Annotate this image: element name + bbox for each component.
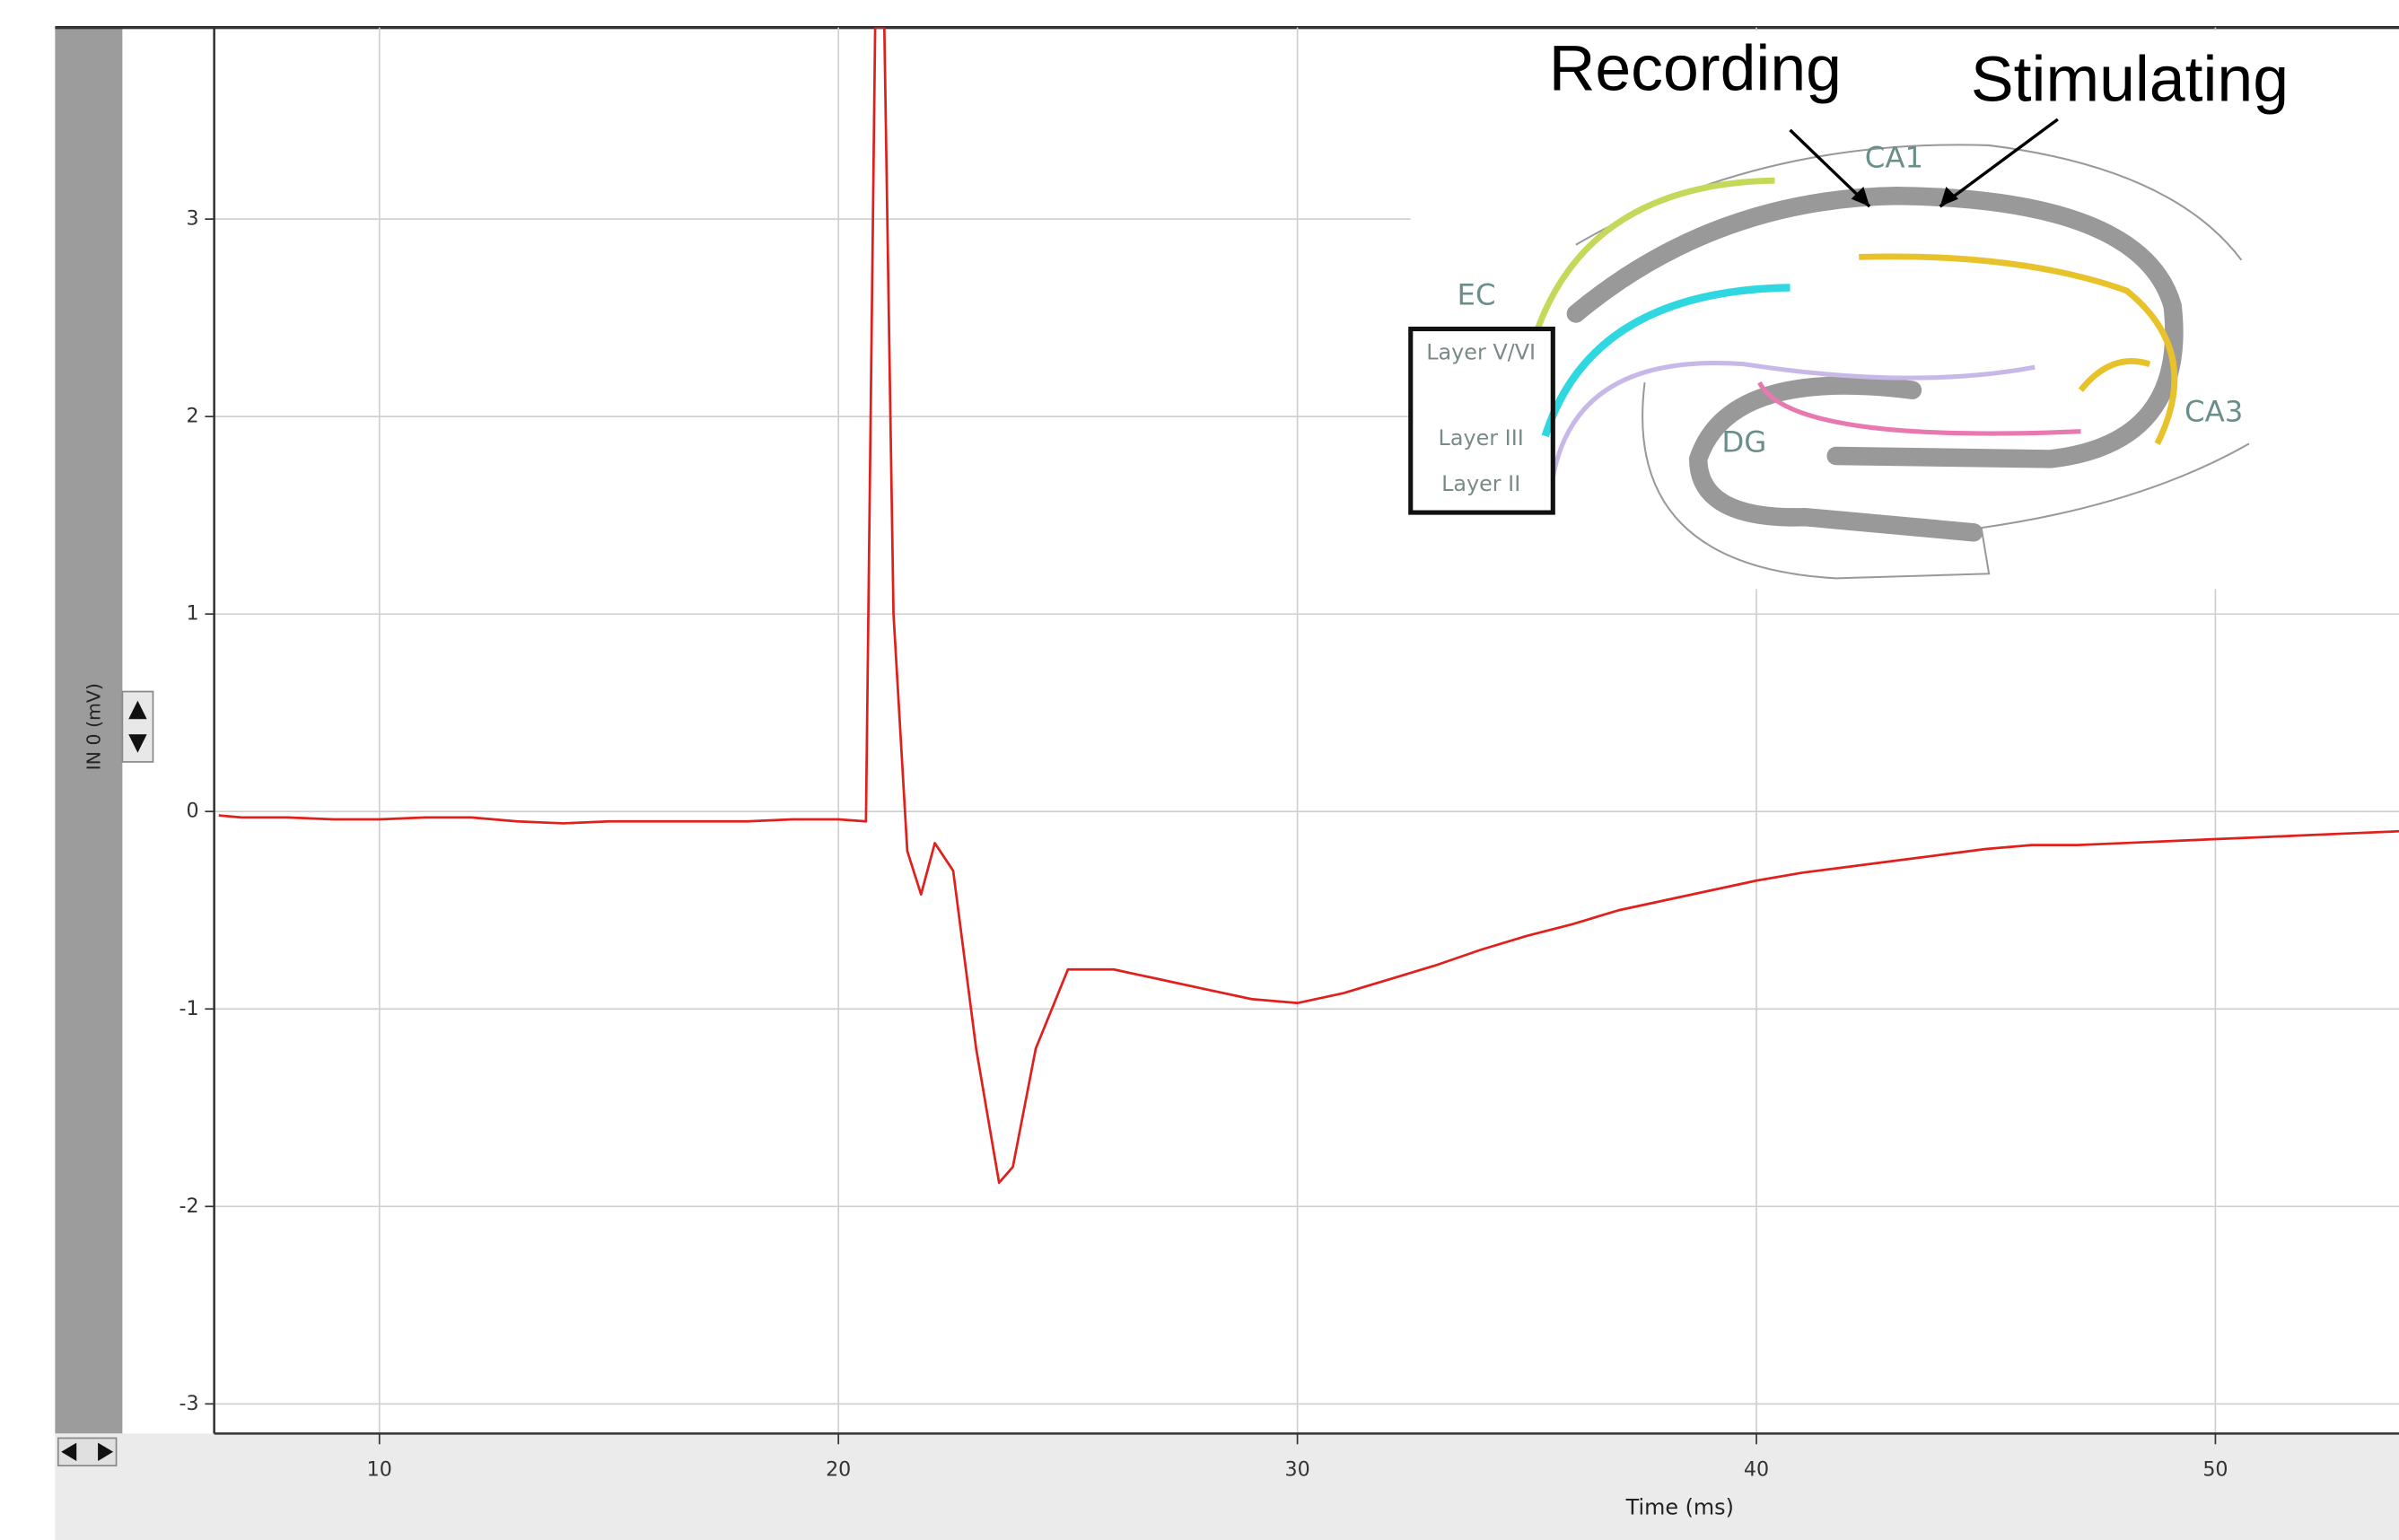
ec-box	[1408, 326, 1555, 515]
inset-diagram: Recording Stimulating CA1 EC Layer V/VI …	[1408, 31, 2399, 590]
dg-label: DG	[1721, 424, 1766, 459]
ca-layer	[1566, 186, 2184, 468]
pathway	[1541, 284, 1790, 438]
layer-label: Layer III	[1439, 425, 1524, 451]
x-tick-label: 20	[826, 1458, 851, 1482]
x-tick-label: 50	[2202, 1458, 2228, 1482]
x-tick-label: 30	[1285, 1458, 1310, 1482]
scroll-arrows	[61, 1442, 114, 1462]
recording-label: Recording	[1549, 33, 1842, 105]
y-tick-label: -1	[179, 997, 199, 1020]
dg-layer	[1689, 376, 1983, 542]
bottom-bar	[55, 1433, 2399, 1540]
pathway	[1535, 177, 1775, 330]
ec-label: EC	[1458, 278, 1496, 312]
y-tick-label: 0	[187, 800, 199, 823]
pathway	[1757, 381, 2081, 436]
y-tick-label: 2	[187, 405, 199, 428]
layer-label: Layer V/VI	[1426, 339, 1536, 364]
stimulating-label: Stimulating	[1971, 44, 2289, 116]
ca1-label: CA1	[1865, 140, 1923, 174]
side-bar	[55, 27, 123, 1434]
layer-label: Layer II	[1441, 471, 1520, 496]
arrow-head	[1851, 186, 1959, 207]
outline	[1642, 382, 2250, 580]
pathway	[1859, 253, 2178, 445]
y-tick-label: -3	[179, 1392, 199, 1415]
y-tick-label: 3	[187, 207, 199, 231]
ca3-label: CA3	[2184, 394, 2243, 428]
y-axis-label: IN 0 (mV)	[83, 683, 105, 770]
trace	[218, 27, 2399, 1185]
scale-arrows	[128, 700, 147, 753]
y-tick-label: -2	[179, 1194, 199, 1218]
pathway	[2078, 358, 2151, 392]
x-tick-label: 40	[1744, 1458, 1769, 1482]
y-tick-label: 1	[187, 602, 199, 626]
x-tick-label: 10	[367, 1458, 392, 1482]
electrode-arrow	[1789, 118, 2059, 208]
x-axis-label: Time (ms)	[1625, 1494, 1734, 1519]
pathway	[1550, 361, 2036, 478]
